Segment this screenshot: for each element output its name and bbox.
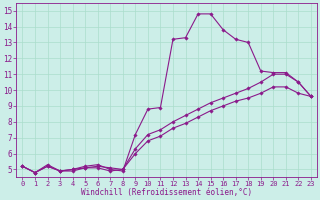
X-axis label: Windchill (Refroidissement éolien,°C): Windchill (Refroidissement éolien,°C) (81, 188, 252, 197)
